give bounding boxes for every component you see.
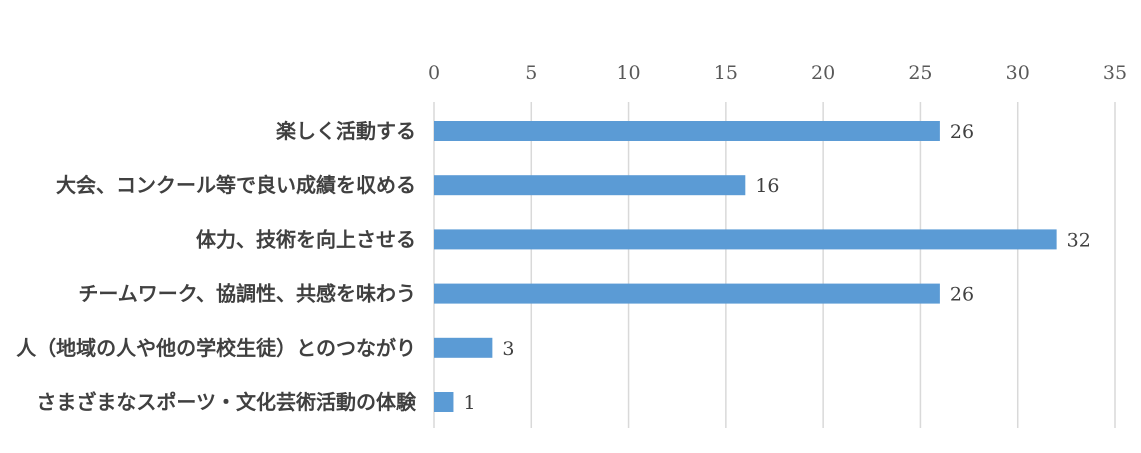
- data-label: 26: [950, 284, 974, 306]
- bar: [434, 175, 746, 196]
- data-label: 3: [502, 338, 514, 360]
- category-label: さまざまなスポーツ・文化芸術活動の体験: [36, 390, 417, 414]
- x-tick-label: 0: [428, 62, 440, 84]
- category-label: 人（地域の人や他の学校生徒）とのつながり: [16, 336, 416, 360]
- category-labels: 楽しく活動する大会、コンクール等で良い成績を収める体力、技術を向上させるチームワ…: [16, 119, 417, 414]
- x-tick-label: 25: [908, 62, 932, 84]
- x-tick-label: 15: [714, 62, 738, 84]
- x-tick-label: 10: [616, 62, 640, 84]
- x-tick-label: 5: [525, 62, 537, 84]
- bar: [434, 229, 1057, 250]
- data-label: 16: [755, 175, 779, 197]
- category-label: 楽しく活動する: [276, 119, 416, 143]
- bar: [434, 121, 940, 141]
- bar: [434, 337, 493, 358]
- category-label: 体力、技術を向上させる: [196, 227, 416, 251]
- data-label: 32: [1067, 229, 1091, 251]
- gridlines: [433, 102, 1116, 428]
- bar: [434, 392, 454, 412]
- category-label: チームワーク、協調性、共感を味わう: [78, 282, 416, 306]
- x-tick-label: 20: [811, 62, 835, 84]
- x-tick-label: 35: [1103, 62, 1127, 84]
- bars: [434, 121, 1057, 412]
- x-axis-tick-labels: 0 5 10 15 20 25 30 35: [428, 62, 1127, 84]
- bar: [434, 283, 940, 304]
- data-label: 1: [463, 392, 475, 414]
- category-label: 大会、コンクール等で良い成績を収める: [56, 173, 416, 197]
- x-tick-label: 30: [1006, 62, 1030, 84]
- data-labels: 26 16 32 26 3 1: [463, 121, 1090, 414]
- data-label: 26: [950, 121, 974, 143]
